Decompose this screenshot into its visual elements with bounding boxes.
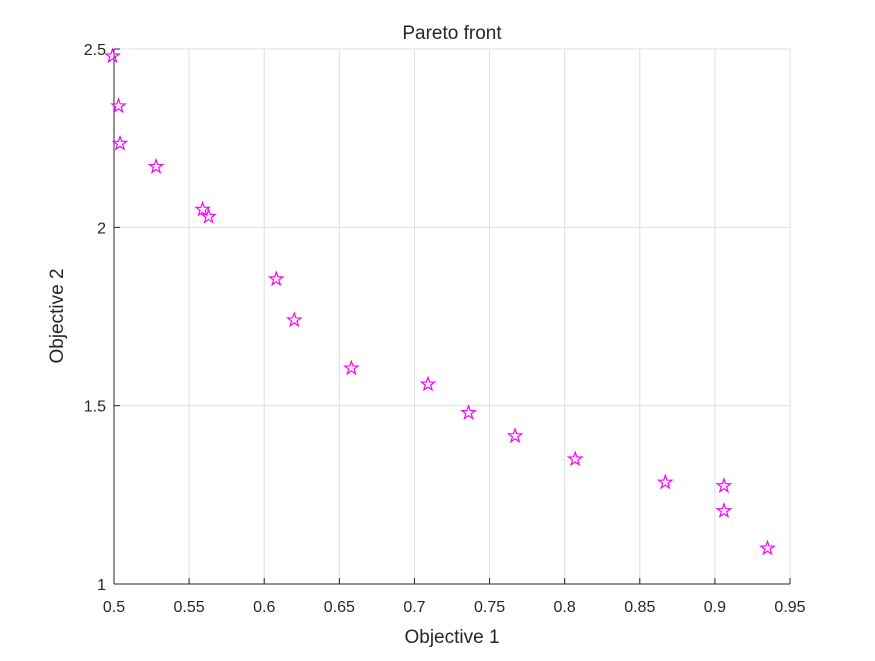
data-point-star — [194, 200, 212, 217]
data-point-star — [656, 473, 674, 490]
x-tick-label: 0.8 — [554, 599, 576, 616]
data-point-star — [104, 47, 121, 64]
x-tick-label: 0.5 — [103, 599, 125, 616]
data-point-star — [111, 134, 129, 151]
x-tick-label: 0.7 — [403, 599, 425, 616]
data-point-star — [506, 427, 524, 444]
y-tick-label: 2 — [97, 220, 106, 237]
data-point-star — [759, 539, 776, 556]
data-point-star — [200, 207, 218, 224]
chart-title: Pareto front — [402, 23, 502, 44]
x-tick-label: 0.9 — [704, 599, 726, 616]
data-point-star — [715, 502, 733, 519]
axes — [113, 48, 791, 585]
y-tick-label: 2.5 — [84, 42, 106, 59]
plot-background — [114, 49, 790, 584]
y-tick-label: 1.5 — [84, 399, 106, 416]
x-tick-label: 0.85 — [624, 599, 655, 616]
data-point-star — [147, 157, 165, 174]
data-point-star — [342, 359, 360, 376]
data-points — [104, 47, 776, 556]
tick-labels: 0.5 0.55 0.6 0.65 0.7 0.75 0.8 0.85 0.9 0.95 1 1.5 2… — [84, 42, 806, 616]
x-tick-label: 0.75 — [474, 599, 505, 616]
data-point-star — [566, 450, 584, 467]
y-axis-label: Objective 2 — [47, 268, 68, 363]
data-point-star — [715, 477, 733, 494]
x-tick-label: 0.95 — [774, 599, 805, 616]
data-point-star — [267, 270, 285, 287]
data-point-star — [110, 97, 127, 114]
x-tick-label: 0.65 — [324, 599, 355, 616]
x-tick-label: 0.6 — [253, 599, 275, 616]
x-axis-label: Objective 1 — [404, 627, 499, 648]
data-point-star — [460, 403, 477, 420]
x-tick-label: 0.55 — [174, 599, 205, 616]
data-point-star — [285, 311, 303, 328]
data-point-star — [419, 375, 437, 392]
y-tick-label: 1 — [97, 577, 106, 594]
